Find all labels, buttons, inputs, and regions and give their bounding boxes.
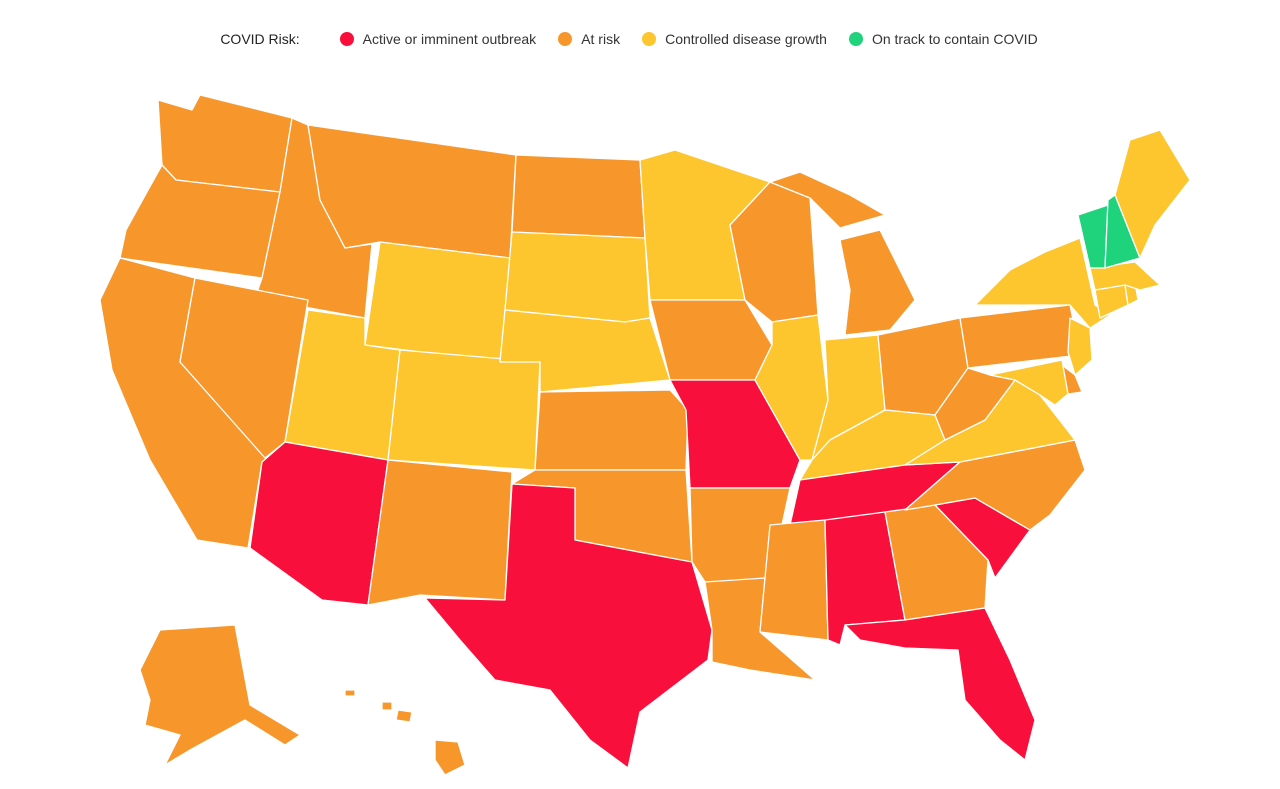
state-hawaii[interactable] [344,689,466,776]
legend-swatch-contain [848,32,863,46]
state-kansas[interactable] [534,389,689,471]
state-montana[interactable] [307,124,517,259]
map-legend: COVID Risk: Active or imminent outbreak … [0,26,1280,52]
legend-item-controlled: Controlled disease growth [642,31,827,47]
state-texas[interactable] [424,483,713,769]
state-michigan-upper[interactable] [769,171,886,229]
state-nebraska[interactable] [499,309,671,393]
legend-label-risk: At risk [581,31,621,47]
state-illinois[interactable] [754,314,829,461]
state-pennsylvania[interactable] [959,304,1081,369]
state-florida[interactable] [844,607,1036,761]
state-mississippi[interactable] [759,519,829,641]
state-new-mexico[interactable] [367,459,513,606]
state-wyoming[interactable] [364,241,511,363]
state-maryland[interactable] [989,359,1069,406]
state-colorado[interactable] [387,349,541,471]
legend-label-contain: On track to contain COVID [871,31,1038,47]
state-new-jersey[interactable] [1067,317,1093,376]
legend-swatch-risk [558,32,573,46]
state-maine[interactable] [1114,129,1191,259]
legend-swatch-outbreak [339,32,354,46]
state-south-dakota[interactable] [504,231,651,323]
state-washington[interactable] [157,94,293,193]
legend-item-outbreak: Active or imminent outbreak [339,31,537,47]
state-new-york[interactable] [974,237,1111,329]
state-michigan[interactable] [839,229,916,336]
legend-label-outbreak: Active or imminent outbreak [362,31,537,47]
legend-title: COVID Risk: [220,31,300,47]
legend-swatch-controlled [642,32,657,46]
state-alaska[interactable] [139,624,301,766]
legend-item-risk: At risk [558,31,620,47]
legend-item-contain: On track to contain COVID [848,31,1038,47]
state-iowa[interactable] [649,299,773,381]
state-massachusetts[interactable] [1089,261,1161,291]
legend-label-controlled: Controlled disease growth [665,31,827,47]
state-oregon[interactable] [119,164,281,279]
state-connecticut[interactable] [1094,284,1129,319]
state-north-dakota[interactable] [511,154,646,239]
state-arizona[interactable] [249,441,389,606]
